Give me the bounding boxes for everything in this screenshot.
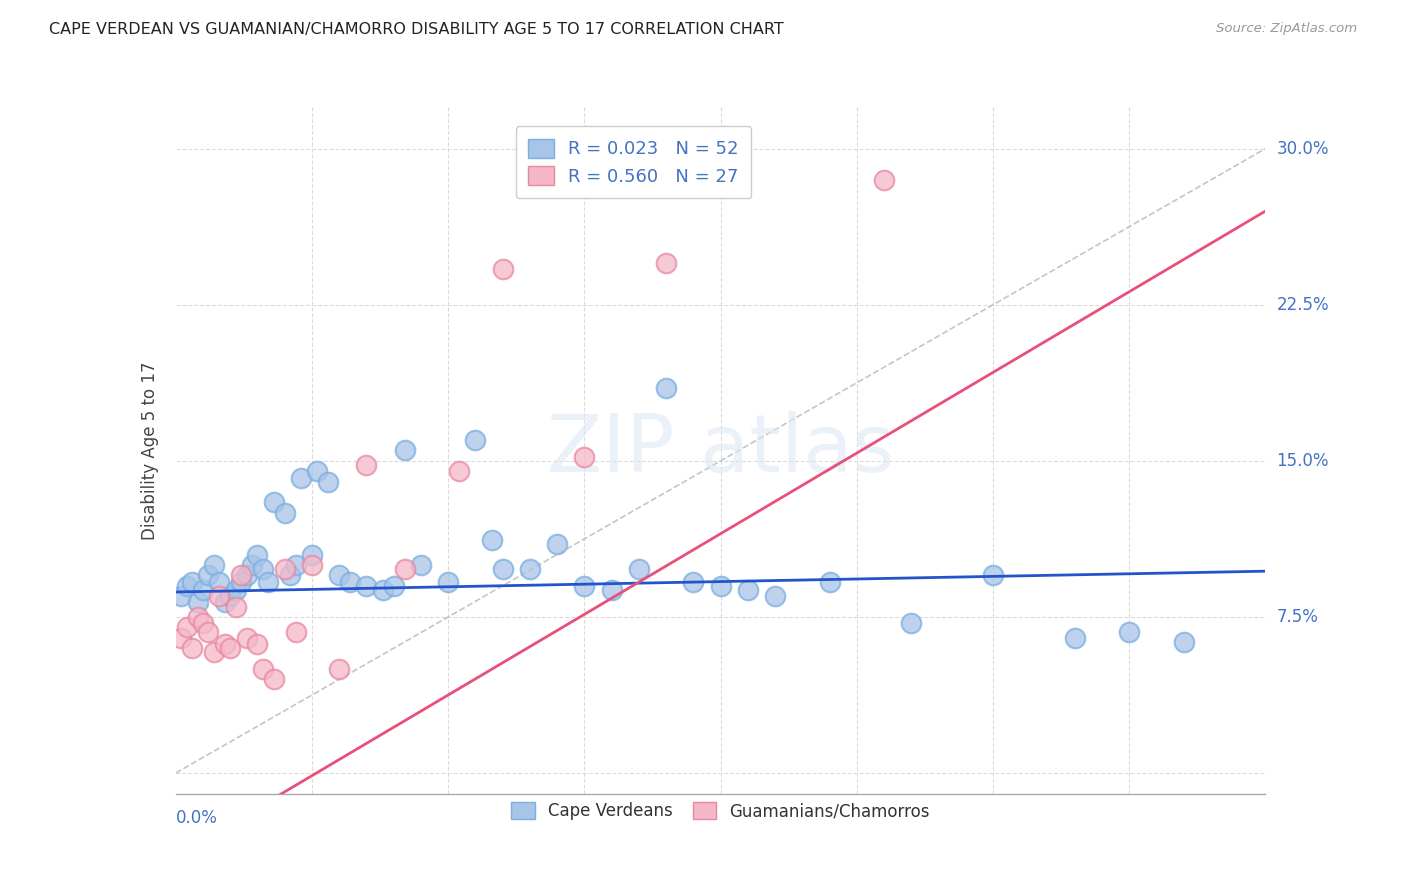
Point [519,562,541,576]
Point [682,574,704,589]
Point [214,595,236,609]
Point [202,558,225,572]
Point [284,624,307,639]
Point [219,641,242,656]
Point [208,589,231,603]
Text: 0.0%: 0.0% [176,809,218,827]
Point [246,637,269,651]
Point [900,616,922,631]
Point [818,574,841,589]
Point [225,582,247,597]
Point [447,464,470,478]
Text: CAPE VERDEAN VS GUAMANIAN/CHAMORRO DISABILITY AGE 5 TO 17 CORRELATION CHART: CAPE VERDEAN VS GUAMANIAN/CHAMORRO DISAB… [49,22,785,37]
Point [371,582,394,597]
Point [301,558,323,572]
Point [202,645,225,659]
Point [219,589,242,603]
Point [437,574,460,589]
Point [574,450,596,464]
Point [197,568,219,582]
Point [546,537,568,551]
Point [240,558,263,572]
Point [274,506,297,520]
Point [655,381,678,395]
Text: 22.5%: 22.5% [1277,296,1329,314]
Text: Source: ZipAtlas.com: Source: ZipAtlas.com [1216,22,1357,36]
Point [710,579,733,593]
Point [181,641,204,656]
Point [252,662,274,676]
Point [257,574,280,589]
Point [252,562,274,576]
Y-axis label: Disability Age 5 to 17: Disability Age 5 to 17 [141,361,159,540]
Point [737,582,759,597]
Point [356,458,378,472]
Point [1118,624,1140,639]
Point [873,173,896,187]
Point [278,568,301,582]
Point [328,568,350,582]
Point [600,582,623,597]
Point [464,433,486,447]
Point [394,562,416,576]
Point [284,558,307,572]
Point [235,631,257,645]
Point [186,595,209,609]
Point [231,574,253,589]
Point [763,589,786,603]
Point [394,443,416,458]
Point [492,562,515,576]
Text: 15.0%: 15.0% [1277,452,1329,470]
Point [170,589,193,603]
Legend: Cape Verdeans, Guamanians/Chamorros: Cape Verdeans, Guamanians/Chamorros [505,796,936,827]
Point [318,475,340,489]
Point [197,624,219,639]
Point [214,637,236,651]
Point [191,616,214,631]
Point [176,579,198,593]
Point [263,673,285,687]
Point [225,599,247,614]
Point [574,579,596,593]
Point [186,610,209,624]
Point [328,662,350,676]
Point [655,256,678,270]
Point [231,568,253,582]
Text: 30.0%: 30.0% [1277,140,1329,158]
Point [290,470,312,484]
Point [263,495,285,509]
Point [382,579,405,593]
Point [627,562,650,576]
Point [307,464,329,478]
Point [981,568,1004,582]
Text: ZIP atlas: ZIP atlas [547,411,894,490]
Point [492,262,515,277]
Point [246,548,269,562]
Point [339,574,361,589]
Point [274,562,297,576]
Point [208,574,231,589]
Point [170,631,193,645]
Point [176,620,198,634]
Point [1173,635,1195,649]
Point [356,579,378,593]
Point [181,574,204,589]
Point [409,558,432,572]
Text: 7.5%: 7.5% [1277,608,1319,626]
Point [235,568,257,582]
Point [1063,631,1085,645]
Point [191,582,214,597]
Point [481,533,503,547]
Point [301,548,323,562]
